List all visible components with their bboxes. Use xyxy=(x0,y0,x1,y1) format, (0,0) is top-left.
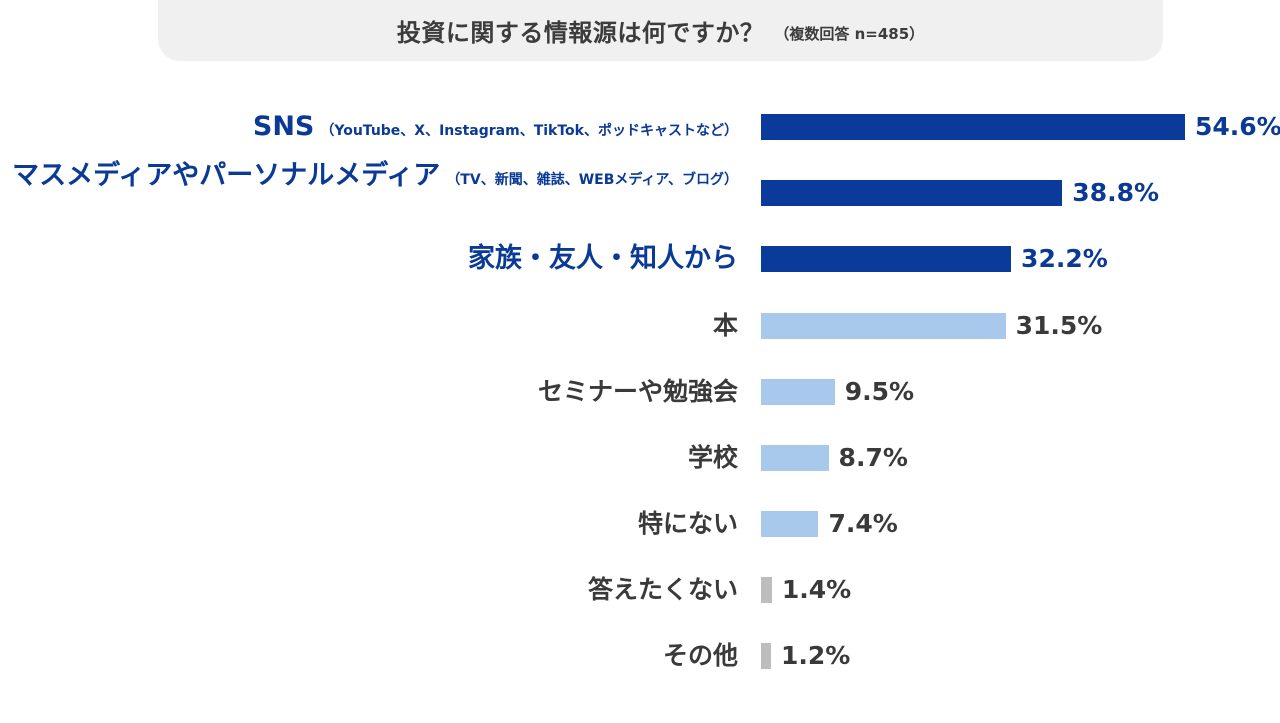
bar xyxy=(761,511,819,537)
category-label-text: 学校 xyxy=(687,443,738,472)
value-label: 38.8% xyxy=(1072,178,1160,207)
category-label-text: 答えたくない xyxy=(587,575,738,604)
category-label: その他 xyxy=(663,641,738,671)
bar xyxy=(761,577,772,603)
bar xyxy=(761,114,1185,140)
category-label: セミナーや勉強会 xyxy=(538,377,738,407)
chart-title-box: 投資に関する情報源は何ですか？ （複数回答 n=485） xyxy=(158,0,1163,61)
value-label: 54.6% xyxy=(1195,112,1280,141)
category-label-text: 本 xyxy=(712,311,738,340)
bar xyxy=(761,379,835,405)
chart-title: 投資に関する情報源は何ですか？ xyxy=(396,19,765,47)
bar xyxy=(761,246,1012,272)
category-note: （TV、新聞、雑誌、WEBメディア、ブログ） xyxy=(446,172,738,188)
value-label: 1.4% xyxy=(781,575,852,604)
value-label: 1.2% xyxy=(781,641,851,670)
category-label-text: 家族・友人・知人から xyxy=(468,243,738,274)
category-label: 特にない xyxy=(638,509,738,539)
value-label: 8.7% xyxy=(838,443,908,472)
category-label: 答えたくない xyxy=(588,575,738,605)
bar xyxy=(761,643,771,669)
value-label: 31.5% xyxy=(1015,311,1103,340)
bar xyxy=(761,180,1063,206)
category-label: 家族・友人・知人から xyxy=(468,244,738,274)
category-label: マスメディアやパーソナルメディア （TV、新聞、雑誌、WEBメディア、ブログ） xyxy=(8,161,738,195)
chart-subtitle: （複数回答 n=485） xyxy=(774,25,925,43)
category-note: （YouTube、X、Instagram、TikTok、ポッドキャストなど） xyxy=(320,123,738,139)
category-label-text: マスメディアやパーソナルメディア xyxy=(12,160,441,191)
value-label: 7.4% xyxy=(828,509,898,538)
category-label-text: SNS xyxy=(252,111,315,142)
value-label: 9.5% xyxy=(844,377,915,406)
category-label: 学校 xyxy=(688,443,738,473)
category-label-text: セミナーや勉強会 xyxy=(537,377,738,406)
category-label: SNS （YouTube、X、Instagram、TikTok、ポッドキャストなど… xyxy=(253,112,738,146)
category-label: 本 xyxy=(713,311,738,341)
bar xyxy=(761,445,829,471)
category-label-text: 特にない xyxy=(637,509,738,538)
bar xyxy=(761,313,1006,339)
category-label-text: その他 xyxy=(662,641,738,670)
value-label: 32.2% xyxy=(1021,244,1108,273)
